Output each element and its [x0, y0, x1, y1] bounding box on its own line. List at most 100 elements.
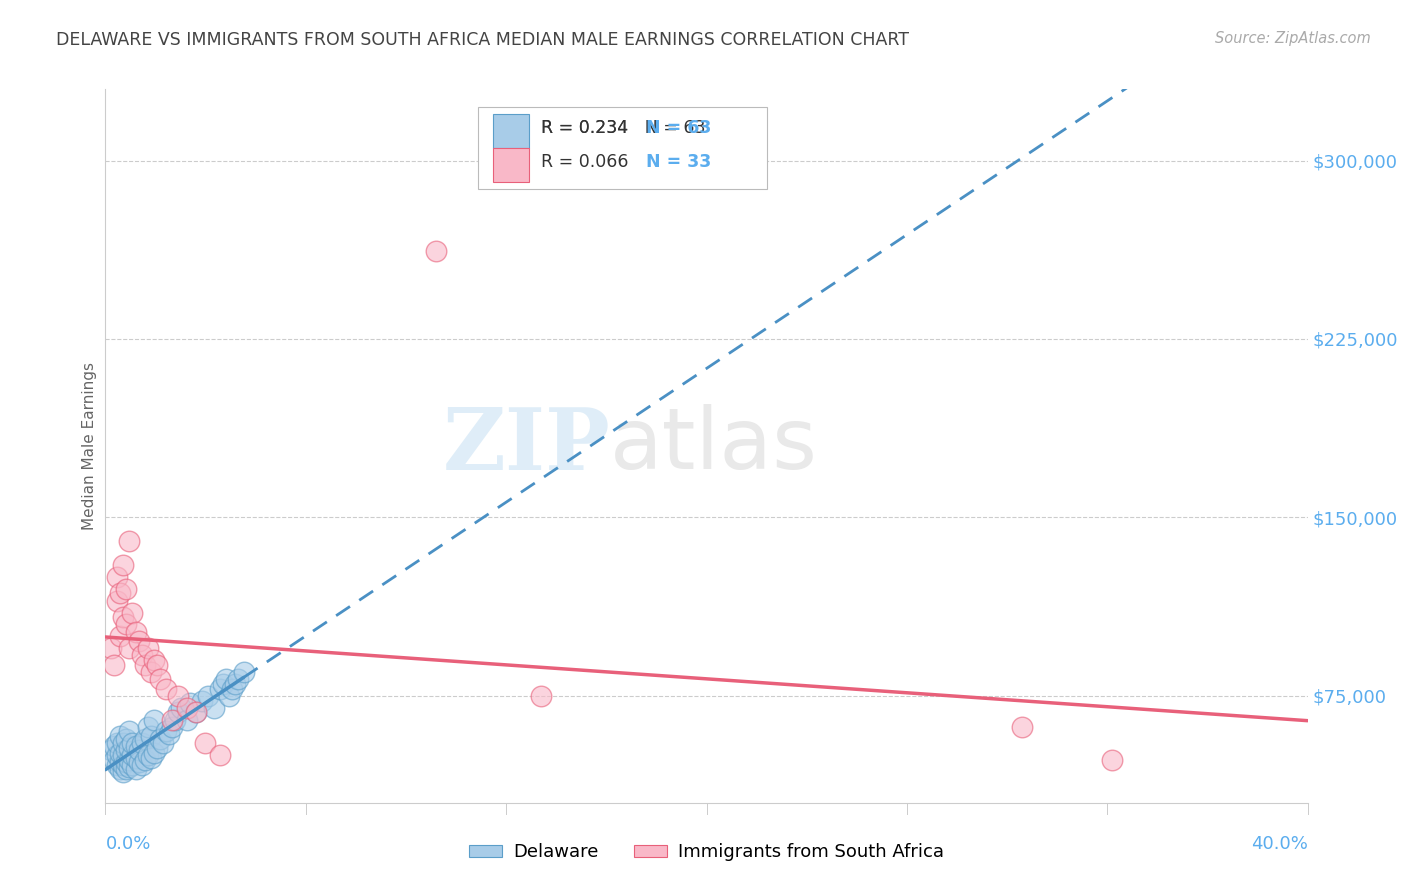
Point	[169, 700, 191, 714]
FancyBboxPatch shape	[478, 107, 766, 189]
Point	[107, 736, 129, 750]
Point	[110, 756, 132, 770]
Point	[232, 665, 254, 679]
Point	[226, 672, 249, 686]
Bar	[492, 114, 529, 148]
Point	[148, 731, 170, 746]
Point	[124, 739, 146, 753]
Point	[115, 617, 138, 632]
Point	[136, 748, 159, 763]
Point	[107, 570, 129, 584]
Point	[208, 748, 231, 763]
Point	[197, 689, 219, 703]
Text: ZIP: ZIP	[443, 404, 610, 488]
Point	[166, 706, 188, 720]
Point	[124, 763, 146, 777]
Point	[112, 764, 135, 779]
Point	[214, 672, 236, 686]
Point	[118, 641, 141, 656]
Point	[163, 713, 186, 727]
Point	[100, 743, 122, 757]
Point	[103, 657, 125, 672]
Point	[136, 720, 159, 734]
Point	[112, 736, 135, 750]
Text: R = 0.234: R = 0.234	[541, 120, 644, 137]
Point	[107, 757, 129, 772]
Point	[184, 706, 207, 720]
Point	[221, 681, 243, 696]
Point	[176, 700, 198, 714]
Point	[131, 648, 153, 663]
Point	[166, 689, 188, 703]
Point	[115, 743, 138, 757]
Point	[139, 750, 162, 764]
Point	[121, 748, 143, 763]
Point	[110, 586, 132, 600]
Point	[115, 731, 138, 746]
Point	[208, 681, 231, 696]
Point	[103, 753, 125, 767]
Point	[112, 610, 135, 624]
Point	[134, 731, 156, 746]
Point	[184, 706, 207, 720]
Point	[530, 689, 553, 703]
Point	[202, 700, 225, 714]
Text: DELAWARE VS IMMIGRANTS FROM SOUTH AFRICA MEDIAN MALE EARNINGS CORRELATION CHART: DELAWARE VS IMMIGRANTS FROM SOUTH AFRICA…	[56, 31, 910, 49]
Point	[115, 582, 138, 596]
Point	[107, 748, 129, 763]
Point	[160, 720, 183, 734]
Point	[124, 750, 146, 764]
Point	[142, 653, 165, 667]
Point	[112, 558, 135, 572]
Bar	[492, 148, 529, 182]
Point	[218, 689, 240, 703]
Point	[128, 743, 150, 757]
Point	[155, 724, 177, 739]
Point	[136, 641, 159, 656]
Point	[134, 753, 156, 767]
Text: 40.0%: 40.0%	[1251, 835, 1308, 853]
Point	[110, 763, 132, 777]
Text: R = 0.234   N = 63: R = 0.234 N = 63	[541, 120, 706, 137]
Point	[115, 763, 138, 777]
Point	[112, 748, 135, 763]
Point	[190, 693, 212, 707]
Point	[155, 681, 177, 696]
Point	[1011, 720, 1033, 734]
Text: atlas: atlas	[610, 404, 818, 488]
Point	[128, 634, 150, 648]
Point	[103, 739, 125, 753]
Point	[211, 677, 233, 691]
Point	[100, 641, 122, 656]
Point	[134, 657, 156, 672]
Point	[118, 534, 141, 549]
Point	[142, 713, 165, 727]
Point	[115, 756, 138, 770]
Y-axis label: Median Male Earnings: Median Male Earnings	[82, 362, 97, 530]
Point	[110, 629, 132, 643]
Point	[145, 741, 167, 756]
Point	[160, 713, 183, 727]
Point	[124, 624, 146, 639]
Point	[1101, 753, 1123, 767]
Point	[110, 746, 132, 760]
Point	[118, 760, 141, 774]
Point	[118, 741, 141, 756]
Point	[128, 756, 150, 770]
Point	[110, 729, 132, 743]
Point	[121, 736, 143, 750]
Point	[145, 657, 167, 672]
Point	[121, 757, 143, 772]
Text: Source: ZipAtlas.com: Source: ZipAtlas.com	[1215, 31, 1371, 46]
Point	[148, 672, 170, 686]
Text: N = 33: N = 33	[647, 153, 711, 171]
Point	[118, 753, 141, 767]
Point	[131, 736, 153, 750]
Point	[142, 746, 165, 760]
Text: 0.0%: 0.0%	[105, 835, 150, 853]
Point	[179, 696, 201, 710]
Point	[121, 606, 143, 620]
Text: R = 0.066: R = 0.066	[541, 153, 644, 171]
Text: N = 63: N = 63	[647, 120, 711, 137]
Point	[224, 677, 246, 691]
